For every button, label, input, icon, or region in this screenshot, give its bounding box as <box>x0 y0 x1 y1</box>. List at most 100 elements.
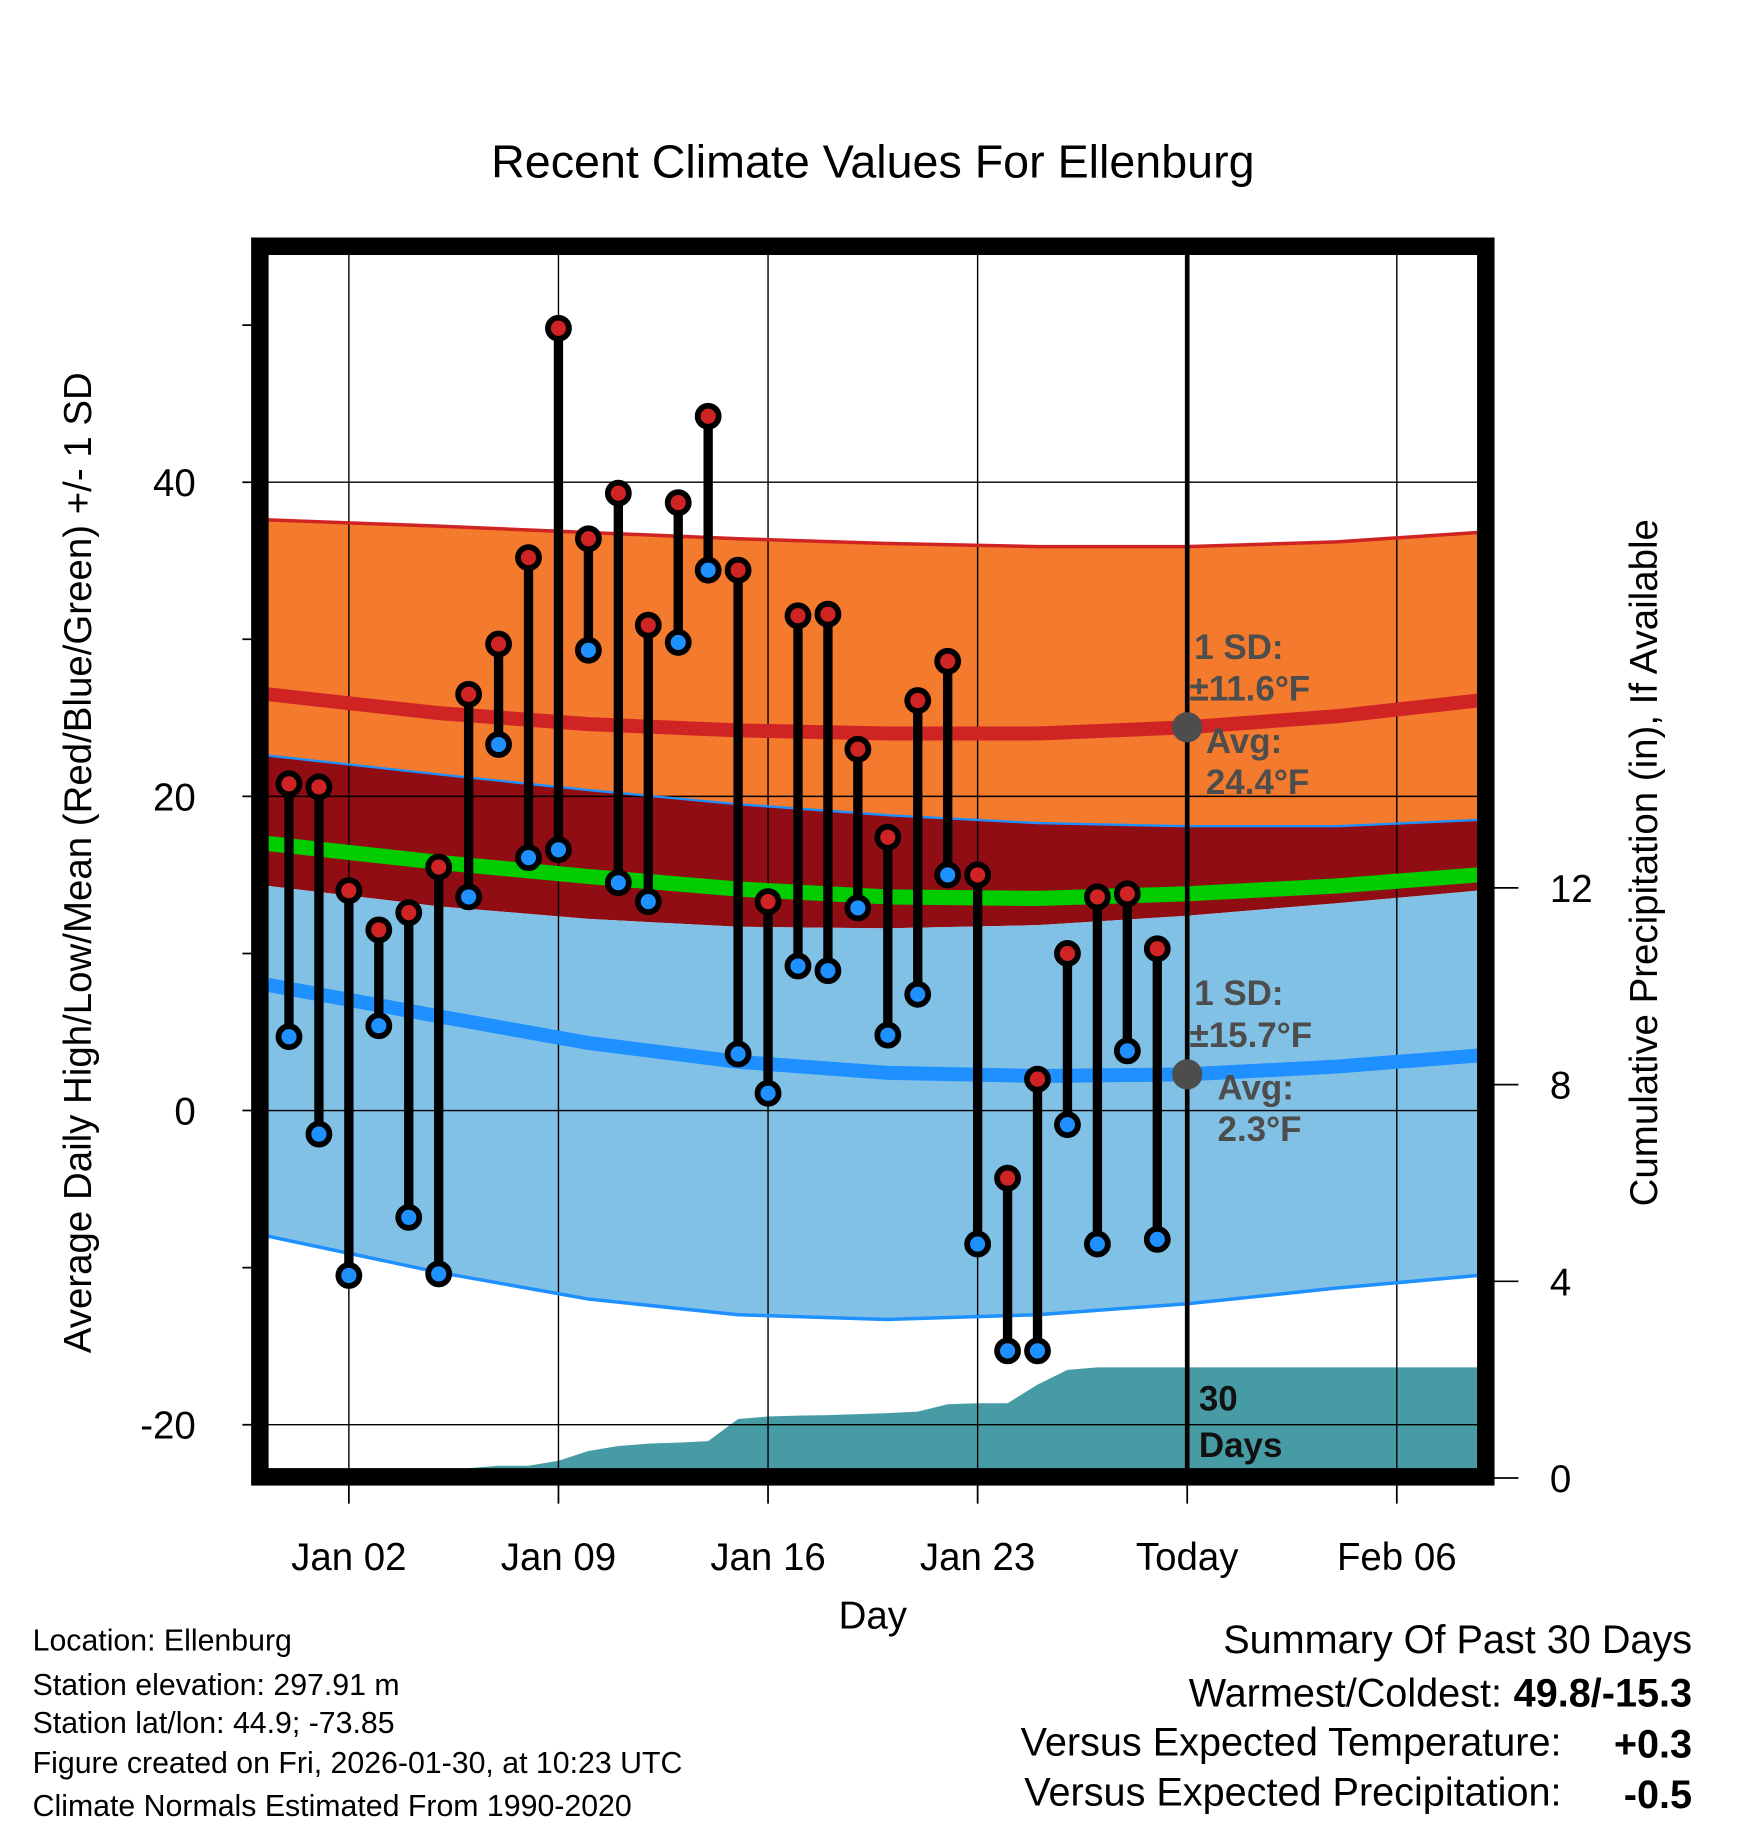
overlap-band <box>268 755 1478 929</box>
normals-text: Climate Normals Estimated From 1990-2020 <box>33 1790 632 1823</box>
low-point <box>455 883 483 911</box>
low-minus-sd-line <box>268 1234 1478 1322</box>
low-point <box>515 844 542 872</box>
high-point <box>604 479 632 507</box>
elevation-text: Station elevation: 297.91 m <box>33 1669 400 1702</box>
precip-value: -0.5 <box>1624 1773 1692 1817</box>
high-sd-value: ±11.6°F <box>1190 670 1311 709</box>
low-point <box>275 1023 303 1051</box>
low-point <box>994 1337 1021 1365</box>
avg-low-marker <box>1172 1059 1203 1090</box>
high-point <box>1083 883 1111 911</box>
y-tick-label: -20 <box>140 1405 196 1448</box>
high-point <box>694 402 722 430</box>
warmest-coldest: Warmest/Coldest: 49.8/-15.3 <box>1189 1671 1692 1715</box>
y2-tick-label: 4 <box>1550 1261 1571 1304</box>
high-point <box>844 735 872 763</box>
axes: -20 0 20 40 0 4 8 12 Jan 02 Jan 09 Jan 16 Jan 23 Tod… <box>140 324 1593 1579</box>
high-point <box>335 877 363 905</box>
low-point <box>1054 1111 1081 1139</box>
low-point <box>904 980 932 1008</box>
x-tick-label: Jan 23 <box>920 1536 1035 1579</box>
low-sd-value: ±15.7°F <box>1190 1016 1313 1055</box>
low-point <box>335 1262 363 1289</box>
low-point <box>844 894 872 922</box>
low-point <box>694 556 722 584</box>
high-point <box>365 916 393 944</box>
high-point <box>1143 935 1171 963</box>
observed-series <box>275 254 1190 1469</box>
low-sd-band <box>268 885 1478 1320</box>
high-point <box>724 556 752 584</box>
y2-tick-label: 12 <box>1550 868 1593 911</box>
warmest-label: Warmest/Coldest: <box>1189 1671 1502 1715</box>
avg-high-marker <box>1172 712 1203 743</box>
high-point <box>1113 880 1141 908</box>
precip-area-group <box>438 1367 1478 1469</box>
y-tick-label: 20 <box>153 776 196 819</box>
low-point <box>425 1260 453 1288</box>
high-point <box>874 823 902 851</box>
low-sd-label: 1 SD: <box>1194 974 1283 1013</box>
low-point <box>754 1079 782 1107</box>
low-point <box>874 1021 902 1049</box>
precip-label: Versus Expected Precipitation: <box>1024 1770 1561 1814</box>
high-point <box>1024 1065 1051 1093</box>
high-point <box>395 899 423 927</box>
low-point <box>814 957 842 985</box>
high-point <box>485 630 512 658</box>
precip-area <box>438 1367 1478 1469</box>
temp-label: Versus Expected Temperature: <box>1021 1720 1562 1764</box>
low-avg-value: 2.3°F <box>1218 1110 1302 1149</box>
high-point <box>934 647 962 675</box>
high-point <box>455 680 483 708</box>
high-point <box>425 853 453 881</box>
low-point <box>964 1230 992 1258</box>
high-point <box>515 544 542 571</box>
high-minus-sd-line <box>268 754 1478 828</box>
high-point <box>964 861 992 889</box>
low-point <box>1143 1225 1171 1253</box>
chart-title: Recent Climate Values For Ellenburg <box>491 136 1254 188</box>
high-point <box>664 489 692 517</box>
temp-value: +0.3 <box>1614 1723 1692 1767</box>
high-point <box>275 770 303 798</box>
high-point <box>305 773 333 801</box>
high-point <box>754 888 782 916</box>
high-avg-value: 24.4°F <box>1206 763 1309 802</box>
low-point <box>365 1012 393 1040</box>
plot-frame <box>251 237 1495 1486</box>
y2-tick-label: 8 <box>1550 1065 1571 1108</box>
y-tick-label: 40 <box>153 462 196 505</box>
normals-bands <box>268 519 1478 1320</box>
summary-title: Summary Of Past 30 Days <box>1223 1618 1692 1662</box>
latlon-text: Station lat/lon: 44.9; -73.85 <box>33 1707 395 1740</box>
high-point <box>784 602 812 630</box>
y2-axis-label: Cumulative Precipitation (in), If Availa… <box>1623 519 1666 1206</box>
high-point <box>574 525 602 553</box>
low-point <box>545 836 572 864</box>
high-sd-label: 1 SD: <box>1194 628 1283 667</box>
low-avg-label: Avg: <box>1218 1068 1294 1107</box>
low-point <box>574 636 602 664</box>
x-tick-label: Jan 09 <box>501 1536 616 1579</box>
low-point <box>934 861 962 889</box>
high-point <box>1054 940 1081 967</box>
high-point <box>904 687 932 714</box>
low-point <box>1024 1337 1051 1365</box>
avg-high-line <box>268 687 1478 741</box>
high-plus-sd-line <box>268 518 1478 549</box>
high-point <box>814 600 842 628</box>
warmest-value: 49.8/-15.3 <box>1514 1671 1692 1715</box>
y-axis-label: Average Daily High/Low/Mean (Red/Blue/Gr… <box>57 372 100 1353</box>
location-text: Location: Ellenburg <box>33 1624 292 1657</box>
low-point <box>604 869 632 897</box>
x-axis-label: Day <box>839 1594 908 1637</box>
x-tick-label: Jan 02 <box>291 1536 406 1579</box>
x-tick-label: Jan 16 <box>710 1536 825 1579</box>
high-point <box>634 611 662 639</box>
low-point <box>664 629 692 656</box>
low-point <box>1113 1037 1141 1065</box>
low-point <box>1083 1230 1111 1258</box>
